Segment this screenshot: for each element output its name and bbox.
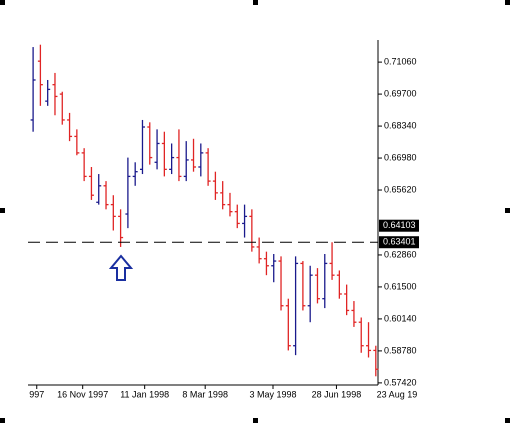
arrow-annotation bbox=[108, 254, 134, 281]
price-label-box bbox=[379, 219, 419, 232]
y-tick-label: 0.62860 bbox=[384, 249, 417, 259]
x-tick-label: 23 Aug 19 bbox=[377, 389, 418, 399]
x-tick-label: 11 Jan 1998 bbox=[120, 389, 169, 399]
y-tick-label: 0.58780 bbox=[384, 345, 417, 355]
price-label-box bbox=[379, 236, 419, 249]
y-tick-label: 0.66980 bbox=[384, 152, 417, 162]
x-tick-label: 997 bbox=[29, 389, 44, 399]
x-tick-label: 28 Jun 1998 bbox=[312, 389, 362, 399]
y-tick-label: 0.68340 bbox=[384, 120, 417, 130]
y-tick-label: 0.69700 bbox=[384, 88, 417, 98]
price-label: 0.63401 bbox=[383, 237, 416, 247]
y-tick-label: 0.65620 bbox=[384, 184, 417, 194]
x-tick-label: 3 May 1998 bbox=[249, 389, 296, 399]
x-tick-label: 16 Nov 1997 bbox=[57, 389, 108, 399]
y-tick-label: 0.71060 bbox=[384, 56, 417, 66]
y-tick-label: 0.57420 bbox=[384, 377, 417, 387]
y-tick-label: 0.60140 bbox=[384, 313, 417, 323]
x-tick-label: 8 Mar 1998 bbox=[182, 389, 228, 399]
y-tick-label: 0.61500 bbox=[384, 281, 417, 291]
price-label: 0.64103 bbox=[383, 220, 416, 230]
